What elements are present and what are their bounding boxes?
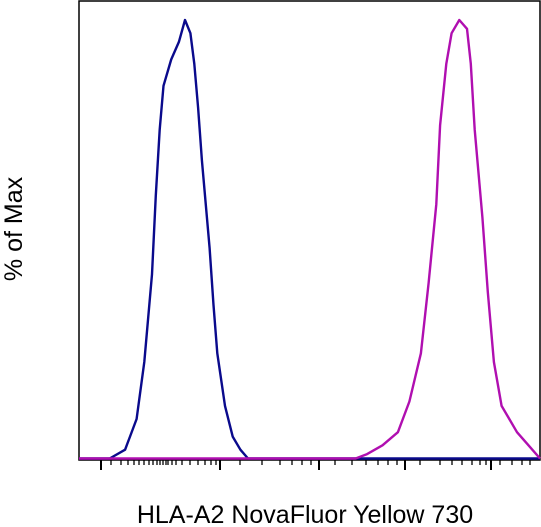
plot-area — [78, 0, 541, 470]
y-axis-title: % of Max — [0, 176, 28, 281]
plot-frame — [78, 0, 541, 461]
series-layer — [79, 18, 541, 460]
histogram-series-2 — [79, 18, 541, 460]
histogram-series-1 — [79, 18, 540, 460]
x-axis-ticks — [100, 460, 531, 470]
x-axis-title: HLA-A2 NovaFluor Yellow 730 — [137, 501, 473, 527]
